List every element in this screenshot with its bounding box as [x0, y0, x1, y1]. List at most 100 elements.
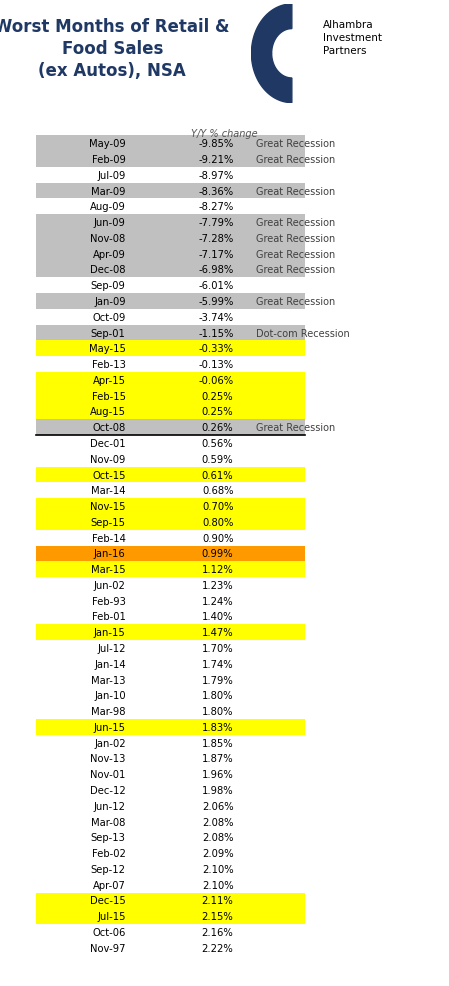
- Text: 1.70%: 1.70%: [202, 644, 233, 654]
- Text: Great Recession: Great Recession: [256, 297, 335, 307]
- FancyBboxPatch shape: [36, 625, 305, 641]
- Text: 0.59%: 0.59%: [202, 455, 233, 464]
- Text: Jun-12: Jun-12: [94, 801, 126, 810]
- FancyBboxPatch shape: [36, 373, 305, 388]
- Text: 0.80%: 0.80%: [202, 518, 233, 528]
- Text: -7.28%: -7.28%: [198, 234, 233, 244]
- Text: 2.10%: 2.10%: [202, 880, 233, 889]
- Text: Mar-15: Mar-15: [91, 565, 126, 575]
- Text: Nov-09: Nov-09: [90, 455, 126, 464]
- FancyBboxPatch shape: [36, 562, 305, 578]
- FancyBboxPatch shape: [36, 262, 305, 278]
- Text: Great Recession: Great Recession: [256, 186, 335, 196]
- Text: 1.74%: 1.74%: [202, 660, 233, 669]
- Text: Oct-09: Oct-09: [92, 313, 126, 322]
- Polygon shape: [251, 54, 292, 104]
- Text: Sep-01: Sep-01: [91, 328, 126, 338]
- FancyBboxPatch shape: [36, 720, 305, 735]
- Text: Alhambra
Investment
Partners: Alhambra Investment Partners: [323, 20, 382, 56]
- Text: -7.79%: -7.79%: [198, 218, 233, 228]
- Text: Nov-01: Nov-01: [90, 769, 126, 780]
- FancyBboxPatch shape: [36, 499, 305, 515]
- Text: Sep-15: Sep-15: [91, 518, 126, 528]
- FancyBboxPatch shape: [36, 152, 305, 168]
- Text: 0.25%: 0.25%: [202, 391, 233, 401]
- Text: Feb-14: Feb-14: [92, 533, 126, 543]
- Text: -0.13%: -0.13%: [198, 360, 233, 370]
- Text: Nov-08: Nov-08: [90, 234, 126, 244]
- Text: Jun-15: Jun-15: [94, 722, 126, 733]
- FancyBboxPatch shape: [36, 294, 305, 310]
- Text: 1.80%: 1.80%: [202, 706, 233, 717]
- Text: Jan-10: Jan-10: [94, 690, 126, 701]
- FancyBboxPatch shape: [36, 908, 305, 924]
- FancyBboxPatch shape: [36, 215, 305, 231]
- Text: Great Recession: Great Recession: [256, 139, 335, 149]
- Text: 1.24%: 1.24%: [202, 597, 233, 606]
- Text: Mar-13: Mar-13: [91, 674, 126, 685]
- FancyBboxPatch shape: [36, 467, 305, 483]
- Text: Sep-13: Sep-13: [91, 832, 126, 842]
- Text: 1.80%: 1.80%: [202, 690, 233, 701]
- Text: 2.11%: 2.11%: [202, 895, 233, 905]
- Text: 1.96%: 1.96%: [202, 769, 233, 780]
- Text: -6.01%: -6.01%: [198, 281, 233, 291]
- Text: 1.23%: 1.23%: [202, 581, 233, 591]
- Text: 2.15%: 2.15%: [202, 911, 233, 921]
- Text: 1.98%: 1.98%: [202, 785, 233, 795]
- FancyBboxPatch shape: [36, 515, 305, 530]
- Text: -0.06%: -0.06%: [198, 376, 233, 386]
- Text: Jun-02: Jun-02: [94, 581, 126, 591]
- Text: -3.74%: -3.74%: [198, 313, 233, 322]
- Text: Mar-09: Mar-09: [91, 186, 126, 196]
- Text: 2.08%: 2.08%: [202, 832, 233, 842]
- Text: Jan-16: Jan-16: [94, 549, 126, 559]
- Text: 0.68%: 0.68%: [202, 486, 233, 496]
- Text: -9.85%: -9.85%: [198, 139, 233, 149]
- Text: Great Recession: Great Recession: [256, 265, 335, 275]
- Text: -8.97%: -8.97%: [198, 171, 233, 180]
- Text: Jul-09: Jul-09: [97, 171, 126, 180]
- Text: Feb-01: Feb-01: [92, 612, 126, 622]
- Text: Great Recession: Great Recession: [256, 155, 335, 165]
- Text: 0.70%: 0.70%: [202, 502, 233, 512]
- Text: 1.47%: 1.47%: [202, 628, 233, 638]
- Text: Sep-09: Sep-09: [91, 281, 126, 291]
- Text: -5.99%: -5.99%: [198, 297, 233, 307]
- Text: Nov-15: Nov-15: [90, 502, 126, 512]
- Text: 0.90%: 0.90%: [202, 533, 233, 543]
- FancyBboxPatch shape: [36, 246, 305, 262]
- FancyBboxPatch shape: [36, 341, 305, 357]
- Text: Dec-08: Dec-08: [90, 265, 126, 275]
- Text: -8.27%: -8.27%: [198, 202, 233, 212]
- Text: Jan-02: Jan-02: [94, 738, 126, 748]
- Text: -9.21%: -9.21%: [198, 155, 233, 165]
- Text: Feb-15: Feb-15: [92, 391, 126, 401]
- Text: Dec-15: Dec-15: [90, 895, 126, 905]
- Text: 2.10%: 2.10%: [202, 864, 233, 874]
- FancyBboxPatch shape: [36, 388, 305, 404]
- Text: -0.33%: -0.33%: [198, 344, 233, 354]
- Text: Apr-15: Apr-15: [93, 376, 126, 386]
- FancyBboxPatch shape: [36, 892, 305, 908]
- Text: Apr-07: Apr-07: [93, 880, 126, 889]
- Text: 1.87%: 1.87%: [202, 753, 233, 764]
- Text: Feb-13: Feb-13: [92, 360, 126, 370]
- Text: 0.26%: 0.26%: [202, 423, 233, 433]
- Text: -6.98%: -6.98%: [198, 265, 233, 275]
- Text: Mar-98: Mar-98: [91, 706, 126, 717]
- Text: 1.83%: 1.83%: [202, 722, 233, 733]
- Text: May-09: May-09: [89, 139, 126, 149]
- Text: 0.61%: 0.61%: [202, 470, 233, 480]
- Text: 0.56%: 0.56%: [202, 439, 233, 449]
- FancyBboxPatch shape: [36, 183, 305, 199]
- Text: Jun-09: Jun-09: [94, 218, 126, 228]
- Text: Great Recession: Great Recession: [256, 249, 335, 259]
- FancyBboxPatch shape: [36, 325, 305, 341]
- FancyBboxPatch shape: [36, 546, 305, 562]
- Text: Jul-15: Jul-15: [97, 911, 126, 921]
- Text: -1.15%: -1.15%: [198, 328, 233, 338]
- FancyBboxPatch shape: [36, 404, 305, 420]
- Text: Dec-01: Dec-01: [90, 439, 126, 449]
- Text: Sep-12: Sep-12: [91, 864, 126, 874]
